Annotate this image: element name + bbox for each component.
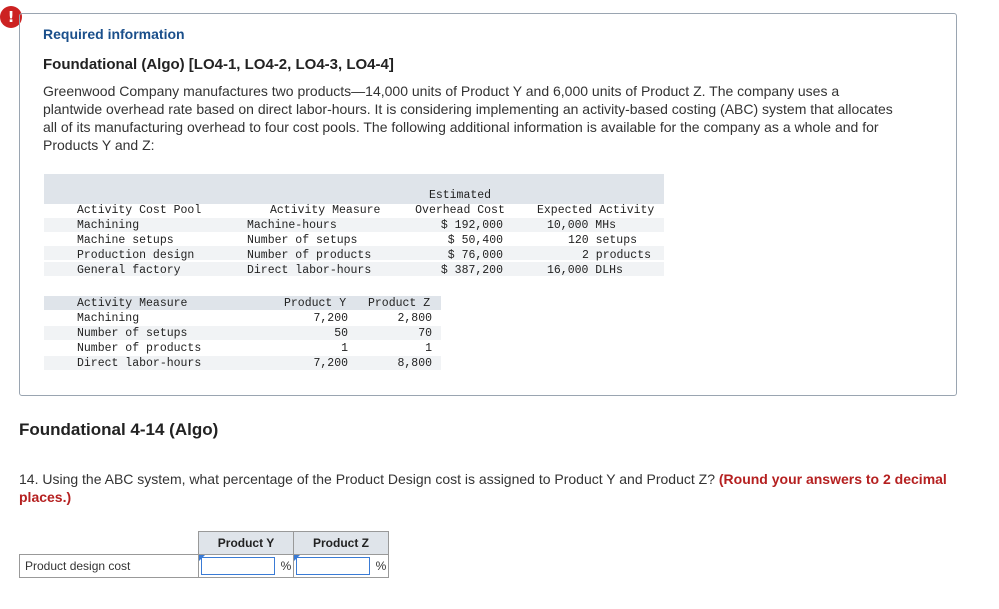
measure-row-products: Number of products	[77, 342, 202, 355]
percent-symbol-z: %	[374, 554, 389, 578]
measure-row-dlh: Direct labor-hours	[77, 357, 202, 370]
product-z-percentage-input[interactable]	[296, 557, 370, 575]
col-header-expected: Expected Activity	[537, 204, 655, 217]
table-row-bg	[44, 218, 664, 232]
blank-header-cell	[19, 531, 199, 555]
question-text: 14. Using the ABC system, what percentag…	[19, 470, 969, 506]
col-header-product-z: Product Z	[368, 297, 431, 310]
measure-row-setups: Number of setups	[77, 327, 188, 340]
intro-text: Greenwood Company manufactures two produ…	[43, 83, 893, 153]
pool-design: Production design	[77, 249, 195, 262]
expected-design: 2 products	[582, 249, 652, 262]
col-header-answer-z: Product Z	[293, 531, 389, 555]
required-info-label: Required information	[43, 26, 185, 42]
y-products: 1	[341, 342, 348, 355]
activity-table-header-bg	[44, 174, 664, 204]
z-products: 1	[425, 342, 432, 355]
foundational-title: Foundational (Algo) [LO4-1, LO4-2, LO4-3…	[43, 56, 394, 73]
col-header-activity-measure: Activity Measure	[77, 297, 188, 310]
col-header-answer-y: Product Y	[198, 531, 294, 555]
cost-setups: $ 50,400	[447, 234, 503, 247]
z-machining: 2,800	[397, 312, 432, 325]
section-title: Foundational 4-14 (Algo)	[19, 420, 219, 439]
y-dlh: 7,200	[313, 357, 348, 370]
y-setups: 50	[334, 327, 348, 340]
product-table-header-bg	[44, 296, 441, 310]
col-header-cost-line2: Overhead Cost	[415, 204, 505, 217]
expected-setups: 120 setups	[568, 234, 638, 247]
measure-general: Direct labor-hours	[247, 264, 372, 277]
question-body: 14. Using the ABC system, what percentag…	[19, 471, 719, 487]
answer-table: Product Y Product Z Product design cost …	[19, 531, 389, 578]
required-information-box	[19, 13, 957, 396]
answer-cell-z	[293, 554, 374, 578]
measure-machining: Machine-hours	[247, 219, 337, 232]
col-header-pool: Activity Cost Pool	[77, 204, 202, 217]
col-header-product-y: Product Y	[284, 297, 347, 310]
measure-setups: Number of setups	[247, 234, 358, 247]
cost-design: $ 76,000	[447, 249, 503, 262]
col-header-cost-line1: Estimated	[428, 189, 492, 202]
pool-setups: Machine setups	[77, 234, 174, 247]
measure-row-machining: Machining	[77, 312, 140, 325]
rounding-hint: (Round your answers to 2 decimal places.…	[19, 471, 947, 505]
table-row-bg	[44, 356, 441, 370]
pool-machining: Machining	[77, 219, 140, 232]
z-dlh: 8,800	[397, 357, 432, 370]
cost-machining: $ 192,000	[440, 219, 503, 232]
answer-row-label: Product design cost	[19, 554, 199, 578]
cost-general: $ 387,200	[440, 264, 503, 277]
table-row-bg	[44, 246, 664, 260]
measure-design: Number of products	[247, 249, 372, 262]
alert-icon: !	[0, 6, 22, 28]
answer-cell-y	[198, 554, 279, 578]
z-setups: 70	[418, 327, 432, 340]
table-row-bg	[44, 326, 441, 340]
pool-general: General factory	[77, 264, 181, 277]
col-header-measure: Activity Measure	[270, 204, 381, 217]
table-row-bg	[44, 262, 664, 276]
percent-symbol-y: %	[279, 554, 294, 578]
product-y-percentage-input[interactable]	[201, 557, 275, 575]
expected-general: 16,000 DLHs	[547, 264, 623, 277]
expected-machining: 10,000 MHs	[547, 219, 617, 232]
y-machining: 7,200	[313, 312, 348, 325]
